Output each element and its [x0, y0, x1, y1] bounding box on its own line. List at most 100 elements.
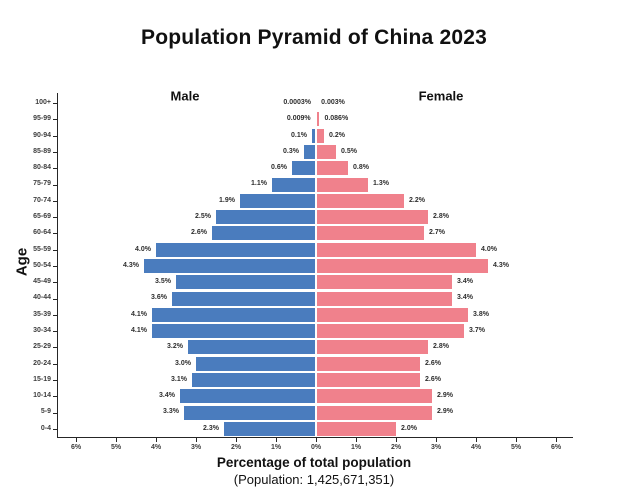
male-bar: [188, 340, 316, 355]
female-bar: [316, 373, 420, 387]
female-series-header: Female: [418, 88, 464, 104]
male-bar: [196, 356, 316, 371]
y-tick-mark: [52, 168, 57, 170]
x-tick-label: 6%: [550, 444, 562, 451]
female-bar: [316, 421, 396, 436]
female-value-label: 3.8%: [473, 310, 489, 318]
y-tick-mark: [52, 412, 57, 414]
female-value-label: 0.8%: [353, 164, 369, 172]
age-tick-label: 30-34: [33, 327, 51, 334]
y-tick-mark: [52, 200, 57, 202]
female-bar: [316, 340, 428, 355]
male-value-label: 0.0003%: [283, 99, 311, 106]
male-value-label: 4.0%: [135, 245, 151, 253]
female-bar: [316, 389, 432, 404]
y-axis-spine: [56, 93, 58, 437]
male-value-label: 3.6%: [151, 294, 167, 302]
male-bar: [216, 210, 316, 225]
male-value-label: 0.1%: [291, 131, 307, 139]
x-tick-mark: [555, 438, 557, 442]
x-tick-label: 3%: [190, 444, 202, 451]
y-tick-mark: [52, 135, 57, 137]
population-subtitle: (Population: 1,425,671,351): [233, 472, 395, 487]
x-tick-mark: [435, 438, 437, 442]
female-value-label: 2.7%: [429, 229, 445, 237]
female-bar: [316, 128, 324, 143]
x-tick-mark: [275, 438, 277, 442]
x-tick-mark: [315, 438, 317, 442]
male-bar: [304, 145, 316, 159]
age-tick-label: 40-44: [33, 294, 51, 302]
male-value-label: 2.3%: [203, 424, 219, 432]
female-value-label: 1.3%: [373, 180, 389, 188]
x-tick-mark: [75, 438, 77, 442]
male-bar: [152, 307, 316, 322]
female-bar: [316, 112, 320, 127]
y-tick-mark: [52, 233, 57, 235]
male-bar: [240, 193, 316, 208]
x-tick-label: 2%: [230, 444, 242, 451]
male-value-label: 4.1%: [131, 310, 147, 318]
female-value-label: 0.003%: [321, 99, 345, 106]
female-bar: [316, 242, 476, 257]
y-tick-mark: [52, 331, 57, 333]
male-value-label: 0.6%: [271, 164, 287, 172]
y-tick-mark: [52, 314, 57, 316]
female-value-label: 0.2%: [329, 131, 345, 139]
female-value-label: 2.0%: [401, 424, 417, 432]
x-tick-label: 1%: [270, 444, 282, 451]
female-bar: [316, 291, 452, 306]
female-bar: [316, 275, 452, 290]
female-value-label: 3.7%: [469, 327, 485, 334]
x-tick-mark: [155, 438, 157, 442]
female-bar: [316, 324, 464, 339]
male-bar: [272, 177, 316, 192]
female-value-label: 2.8%: [433, 343, 449, 351]
x-tick-mark: [515, 438, 517, 442]
y-tick-mark: [52, 103, 57, 105]
age-tick-label: 10-14: [33, 392, 51, 400]
female-value-label: 2.8%: [433, 213, 449, 220]
x-tick-label: 1%: [350, 444, 362, 451]
female-value-label: 2.9%: [437, 392, 453, 400]
male-bar: [312, 128, 316, 143]
female-bar: [316, 259, 488, 273]
x-axis-spine: [56, 437, 573, 438]
x-tick-mark: [395, 438, 397, 442]
male-bar: [212, 226, 316, 241]
male-value-label: 4.1%: [131, 327, 147, 334]
y-tick-mark: [52, 347, 57, 349]
age-tick-label: 70-74: [33, 196, 51, 204]
y-tick-mark: [52, 298, 57, 300]
male-value-label: 2.6%: [191, 229, 207, 237]
age-tick-label: 95-99: [33, 115, 51, 123]
y-tick-mark: [52, 428, 57, 430]
age-tick-label: 80-84: [33, 164, 51, 172]
x-tick-label: 4%: [470, 444, 482, 451]
female-value-label: 2.6%: [425, 375, 441, 383]
male-bar: [144, 259, 316, 273]
male-value-label: 0.009%: [286, 115, 311, 123]
age-tick-label: 65-69: [33, 213, 51, 220]
female-bar: [316, 210, 428, 225]
male-value-label: 3.0%: [175, 359, 191, 367]
male-value-label: 3.2%: [167, 343, 183, 351]
x-tick-label: 4%: [150, 444, 162, 451]
y-tick-mark: [52, 396, 57, 398]
male-value-label: 0.3%: [283, 147, 299, 155]
x-tick-label: 6%: [70, 444, 82, 451]
x-tick-mark: [115, 438, 117, 442]
male-bar: [192, 373, 316, 387]
female-bar: [316, 145, 336, 159]
age-tick-label: 60-64: [33, 229, 51, 237]
male-value-label: 4.3%: [123, 261, 139, 269]
female-bar: [316, 193, 404, 208]
y-tick-mark: [52, 184, 57, 186]
male-value-label: 1.9%: [219, 196, 235, 204]
female-value-label: 4.0%: [481, 245, 497, 253]
y-tick-mark: [52, 380, 57, 381]
female-value-label: 4.3%: [493, 261, 509, 269]
zero-split-line: [315, 95, 317, 437]
male-value-label: 3.1%: [171, 375, 187, 383]
age-tick-label: 15-19: [33, 375, 51, 383]
